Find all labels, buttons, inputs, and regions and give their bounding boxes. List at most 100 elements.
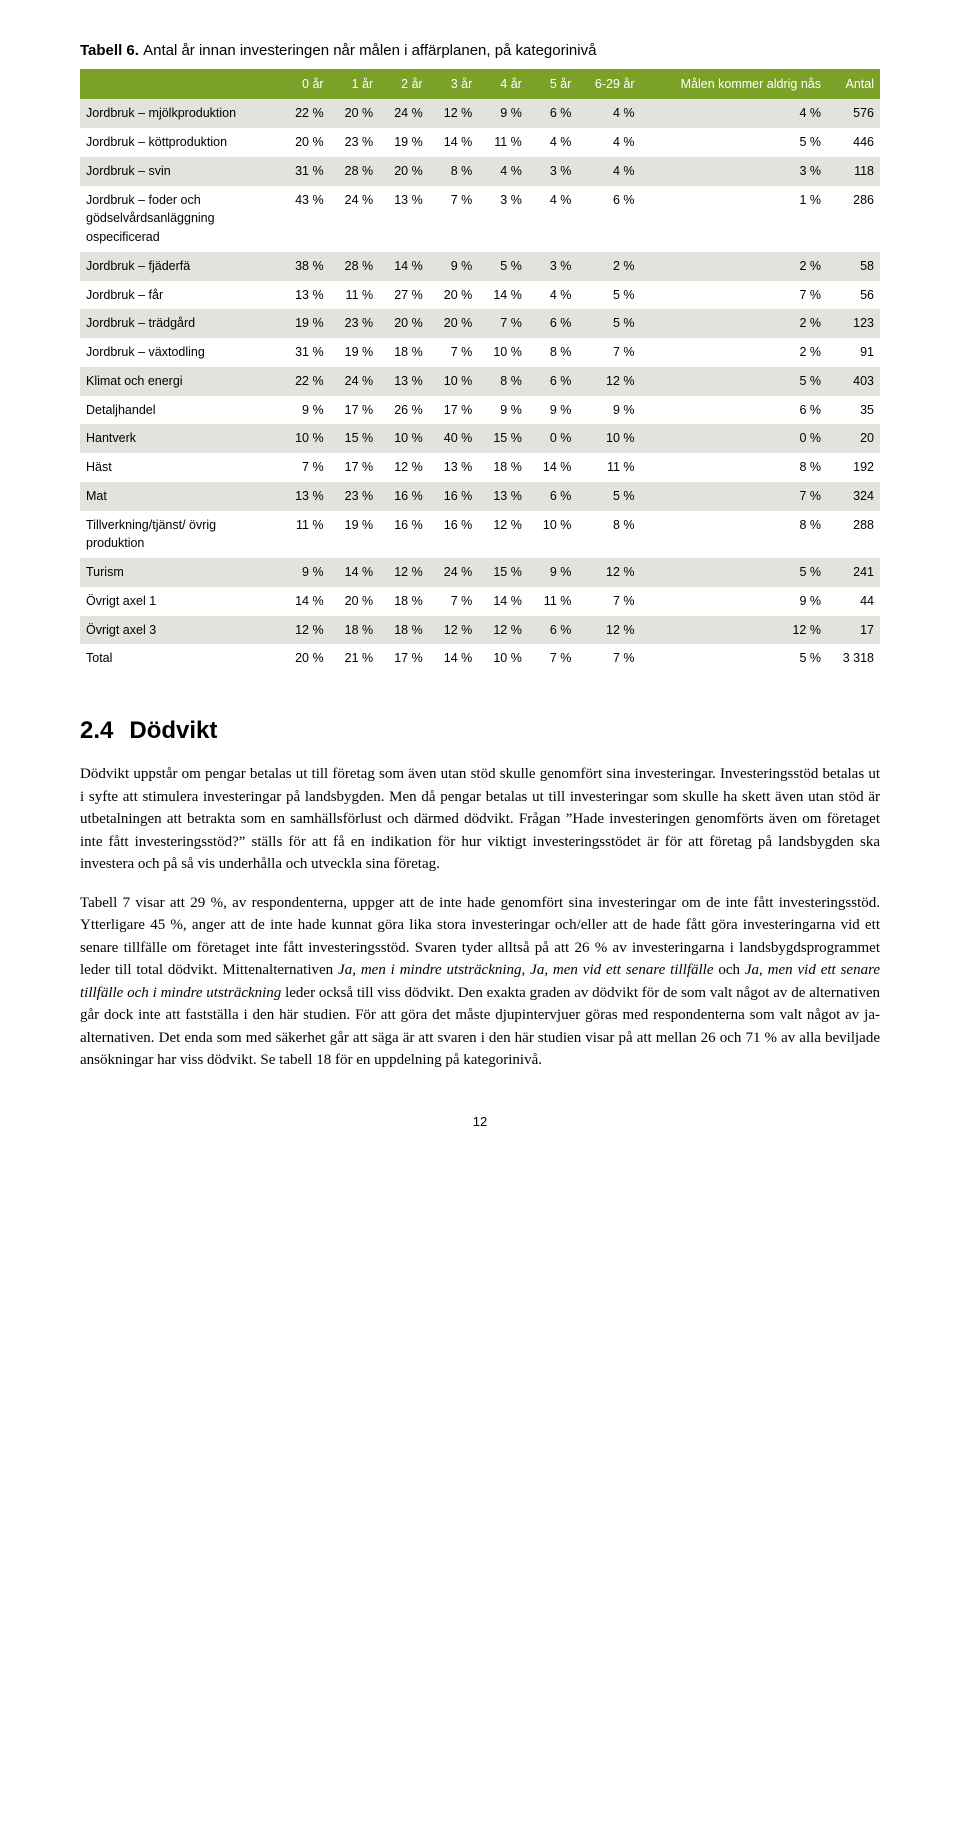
table-row: Turism9 %14 %12 %24 %15 %9 %12 %5 %241 xyxy=(80,558,880,587)
table-cell: 17 % xyxy=(330,396,380,425)
table-cell: 17 % xyxy=(429,396,479,425)
table-cell: 24 % xyxy=(429,558,479,587)
data-table: 0 år1 år2 år3 år4 år5 år6-29 årMålen kom… xyxy=(80,69,880,674)
table-row-label: Jordbruk – får xyxy=(80,281,280,310)
table-cell: 7 % xyxy=(429,338,479,367)
paragraph-1: Dödvikt uppstår om pengar betalas ut til… xyxy=(80,763,880,876)
table-cell: 58 xyxy=(827,252,880,281)
table-cell: 7 % xyxy=(641,281,827,310)
table-cell: 12 % xyxy=(577,367,640,396)
table-cell: 5 % xyxy=(641,558,827,587)
table-cell: 6 % xyxy=(528,367,578,396)
table-cell: 12 % xyxy=(478,511,528,559)
table-body: Jordbruk – mjölkproduktion22 %20 %24 %12… xyxy=(80,99,880,673)
table-cell: 576 xyxy=(827,99,880,128)
table-cell: 8 % xyxy=(641,511,827,559)
table-cell: 28 % xyxy=(330,157,380,186)
table-row-label: Jordbruk – foder och gödselvårdsanläggni… xyxy=(80,186,280,252)
table-row-label: Jordbruk – köttproduktion xyxy=(80,128,280,157)
table-cell: 9 % xyxy=(280,396,330,425)
table-cell: 20 % xyxy=(280,644,330,673)
table-cell: 17 % xyxy=(330,453,380,482)
table-cell: 16 % xyxy=(429,511,479,559)
table-header-cell: Målen kommer aldrig nås xyxy=(641,69,827,100)
section-title: Dödvikt xyxy=(129,717,217,744)
table-cell: 31 % xyxy=(280,157,330,186)
table-cell: 446 xyxy=(827,128,880,157)
table-header-cell: 2 år xyxy=(379,69,429,100)
section-heading: 2.4Dödvikt xyxy=(80,713,880,749)
table-cell: 4 % xyxy=(641,99,827,128)
table-cell: 5 % xyxy=(641,128,827,157)
table-row-label: Häst xyxy=(80,453,280,482)
table-header-row: 0 år1 år2 år3 år4 år5 år6-29 årMålen kom… xyxy=(80,69,880,100)
table-cell: 14 % xyxy=(478,281,528,310)
table-header-cell: Antal xyxy=(827,69,880,100)
table-cell: 0 % xyxy=(641,424,827,453)
table-cell: 4 % xyxy=(577,99,640,128)
table-cell: 4 % xyxy=(528,128,578,157)
table-cell: 20 % xyxy=(429,309,479,338)
table-cell: 10 % xyxy=(429,367,479,396)
table-cell: 7 % xyxy=(528,644,578,673)
table-cell: 12 % xyxy=(280,616,330,645)
table-cell: 3 % xyxy=(528,157,578,186)
table-row: Övrigt axel 114 %20 %18 %7 %14 %11 %7 %9… xyxy=(80,587,880,616)
table-cell: 23 % xyxy=(330,309,380,338)
table-row: Jordbruk – mjölkproduktion22 %20 %24 %12… xyxy=(80,99,880,128)
table-cell: 16 % xyxy=(379,511,429,559)
p2-em-2: Ja, men vid ett senare tillfälle xyxy=(530,962,713,978)
table-cell: 19 % xyxy=(330,511,380,559)
table-row: Total20 %21 %17 %14 %10 %7 %7 %5 %3 318 xyxy=(80,644,880,673)
table-row: Häst7 %17 %12 %13 %18 %14 %11 %8 %192 xyxy=(80,453,880,482)
table-cell: 9 % xyxy=(478,99,528,128)
table-cell: 3 % xyxy=(641,157,827,186)
table-row: Jordbruk – köttproduktion20 %23 %19 %14 … xyxy=(80,128,880,157)
table-row: Övrigt axel 312 %18 %18 %12 %12 %6 %12 %… xyxy=(80,616,880,645)
table-cell: 17 % xyxy=(379,644,429,673)
table-cell: 15 % xyxy=(478,424,528,453)
p2-text-c: och xyxy=(713,962,744,978)
table-cell: 20 % xyxy=(379,309,429,338)
table-row-label: Detaljhandel xyxy=(80,396,280,425)
table-row-label: Mat xyxy=(80,482,280,511)
table-cell: 40 % xyxy=(429,424,479,453)
table-row-label: Turism xyxy=(80,558,280,587)
table-cell: 13 % xyxy=(429,453,479,482)
table-cell: 12 % xyxy=(641,616,827,645)
table-cell: 35 xyxy=(827,396,880,425)
table-cell: 5 % xyxy=(577,482,640,511)
p2-em-1: Ja, men i mindre utsträckning xyxy=(338,962,521,978)
table-cell: 15 % xyxy=(478,558,528,587)
table-cell: 13 % xyxy=(379,367,429,396)
table-cell: 324 xyxy=(827,482,880,511)
table-cell: 6 % xyxy=(528,309,578,338)
table-cell: 12 % xyxy=(478,616,528,645)
table-cell: 38 % xyxy=(280,252,330,281)
table-cell: 12 % xyxy=(577,616,640,645)
table-cell: 91 xyxy=(827,338,880,367)
table-cell: 15 % xyxy=(330,424,380,453)
table-cell: 14 % xyxy=(429,644,479,673)
table-cell: 20 % xyxy=(379,157,429,186)
table-cell: 403 xyxy=(827,367,880,396)
table-cell: 19 % xyxy=(379,128,429,157)
table-header-cell: 3 år xyxy=(429,69,479,100)
table-row-label: Klimat och energi xyxy=(80,367,280,396)
table-cell: 18 % xyxy=(330,616,380,645)
table-row-label: Total xyxy=(80,644,280,673)
table-cell: 10 % xyxy=(478,338,528,367)
table-cell: 2 % xyxy=(641,309,827,338)
table-header-cell: 4 år xyxy=(478,69,528,100)
table-cell: 12 % xyxy=(429,99,479,128)
table-cell: 6 % xyxy=(528,482,578,511)
table-cell: 10 % xyxy=(478,644,528,673)
table-header-cell: 1 år xyxy=(330,69,380,100)
table-cell: 286 xyxy=(827,186,880,252)
table-cell: 13 % xyxy=(478,482,528,511)
table-cell: 4 % xyxy=(577,128,640,157)
table-cell: 7 % xyxy=(577,338,640,367)
table-cell: 5 % xyxy=(577,281,640,310)
table-header-cell xyxy=(80,69,280,100)
table-title: Tabell 6. Antal år innan investeringen n… xyxy=(80,40,880,63)
